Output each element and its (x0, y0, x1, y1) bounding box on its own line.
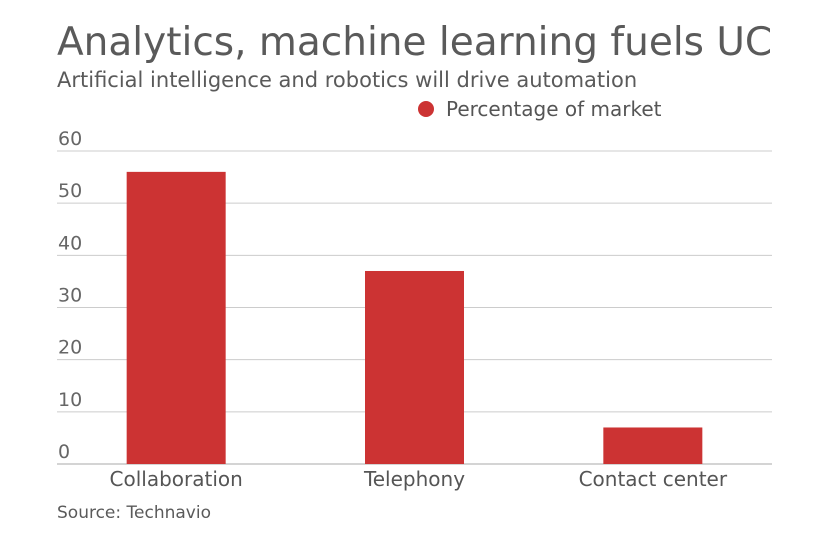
x-axis-labels: Collaboration Telephony Contact center (110, 467, 728, 491)
bar-telephony (365, 270, 464, 464)
y-tick-label: 60 (58, 128, 82, 150)
bar-contact-center (603, 427, 703, 464)
y-tick-label: 50 (58, 180, 82, 202)
legend-marker-icon (418, 101, 434, 117)
x-category-label: Telephony (363, 467, 465, 491)
chart-title: Analytics, machine learning fuels UC (57, 20, 773, 65)
y-axis-ticks: 0 10 20 30 40 50 60 (58, 128, 82, 463)
y-tick-label: 40 (58, 232, 82, 254)
y-tick-label: 0 (58, 441, 70, 463)
chart-subtitle: Artificial intelligence and robotics wil… (57, 68, 638, 92)
x-category-label: Collaboration (110, 467, 243, 491)
x-category-label: Contact center (579, 467, 728, 491)
y-tick-label: 20 (58, 337, 82, 359)
chart-source: Source: Technavio (57, 503, 211, 523)
legend: Percentage of market (418, 97, 662, 121)
bars (126, 171, 703, 464)
y-tick-label: 10 (58, 389, 82, 411)
bar-collaboration (126, 171, 226, 464)
y-tick-label: 30 (58, 285, 82, 307)
legend-label: Percentage of market (446, 97, 662, 121)
